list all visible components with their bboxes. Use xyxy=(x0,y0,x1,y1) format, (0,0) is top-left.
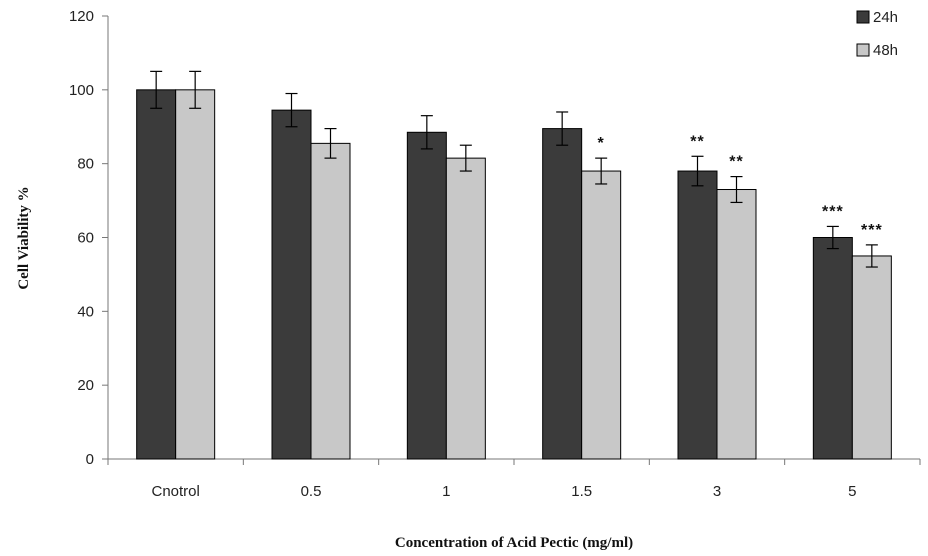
x-tick-label: Cnotrol xyxy=(151,483,199,500)
x-axis-title: Concentration of Acid Pectic (mg/ml) xyxy=(395,535,633,551)
y-axis: 0 20 40 60 80 100 120 xyxy=(69,8,109,468)
bar-24h xyxy=(677,170,718,460)
y-tick-label: 40 xyxy=(77,303,94,320)
bar-24h xyxy=(406,131,447,460)
y-tick-label: 100 xyxy=(69,82,94,99)
legend-swatch-24h xyxy=(856,10,870,24)
y-tick-label: 80 xyxy=(77,156,94,173)
bar-48h xyxy=(581,170,622,460)
bar-48h xyxy=(310,142,351,460)
bar-24h xyxy=(271,109,312,460)
bar-48h xyxy=(716,189,757,460)
y-axis-title: Cell Viability % xyxy=(16,186,32,289)
y-tick-label: 20 xyxy=(77,377,94,394)
legend-swatch-48h xyxy=(856,43,870,57)
x-tick-label: 1.5 xyxy=(571,483,592,500)
bar-48h xyxy=(175,89,216,460)
x-tick-label: 5 xyxy=(848,483,856,500)
significance-marker: *** xyxy=(822,203,844,220)
bar-24h xyxy=(812,237,853,460)
significance-marker: *** xyxy=(861,222,883,239)
bars: * ********** xyxy=(136,70,892,460)
x-tick-label: 1 xyxy=(442,483,450,500)
x-tick-label: 3 xyxy=(713,483,721,500)
x-tick-label: 0.5 xyxy=(301,483,322,500)
legend-label-24h: 24h xyxy=(873,9,898,26)
bar-48h xyxy=(445,157,486,460)
significance-marker: * xyxy=(598,135,605,152)
legend: 24h 48h xyxy=(856,9,898,59)
bar-48h xyxy=(851,255,892,460)
y-tick-label: 60 xyxy=(77,230,94,247)
y-tick-label: 120 xyxy=(69,8,94,25)
y-tick-label: 0 xyxy=(86,451,94,468)
bar-24h xyxy=(136,89,177,460)
legend-label-48h: 48h xyxy=(873,42,898,59)
x-axis: Cnotrol 0.5 1 1.5 3 5 xyxy=(107,458,921,500)
significance-marker: ** xyxy=(690,133,704,150)
bar-24h xyxy=(542,128,583,460)
significance-marker: ** xyxy=(729,154,743,171)
